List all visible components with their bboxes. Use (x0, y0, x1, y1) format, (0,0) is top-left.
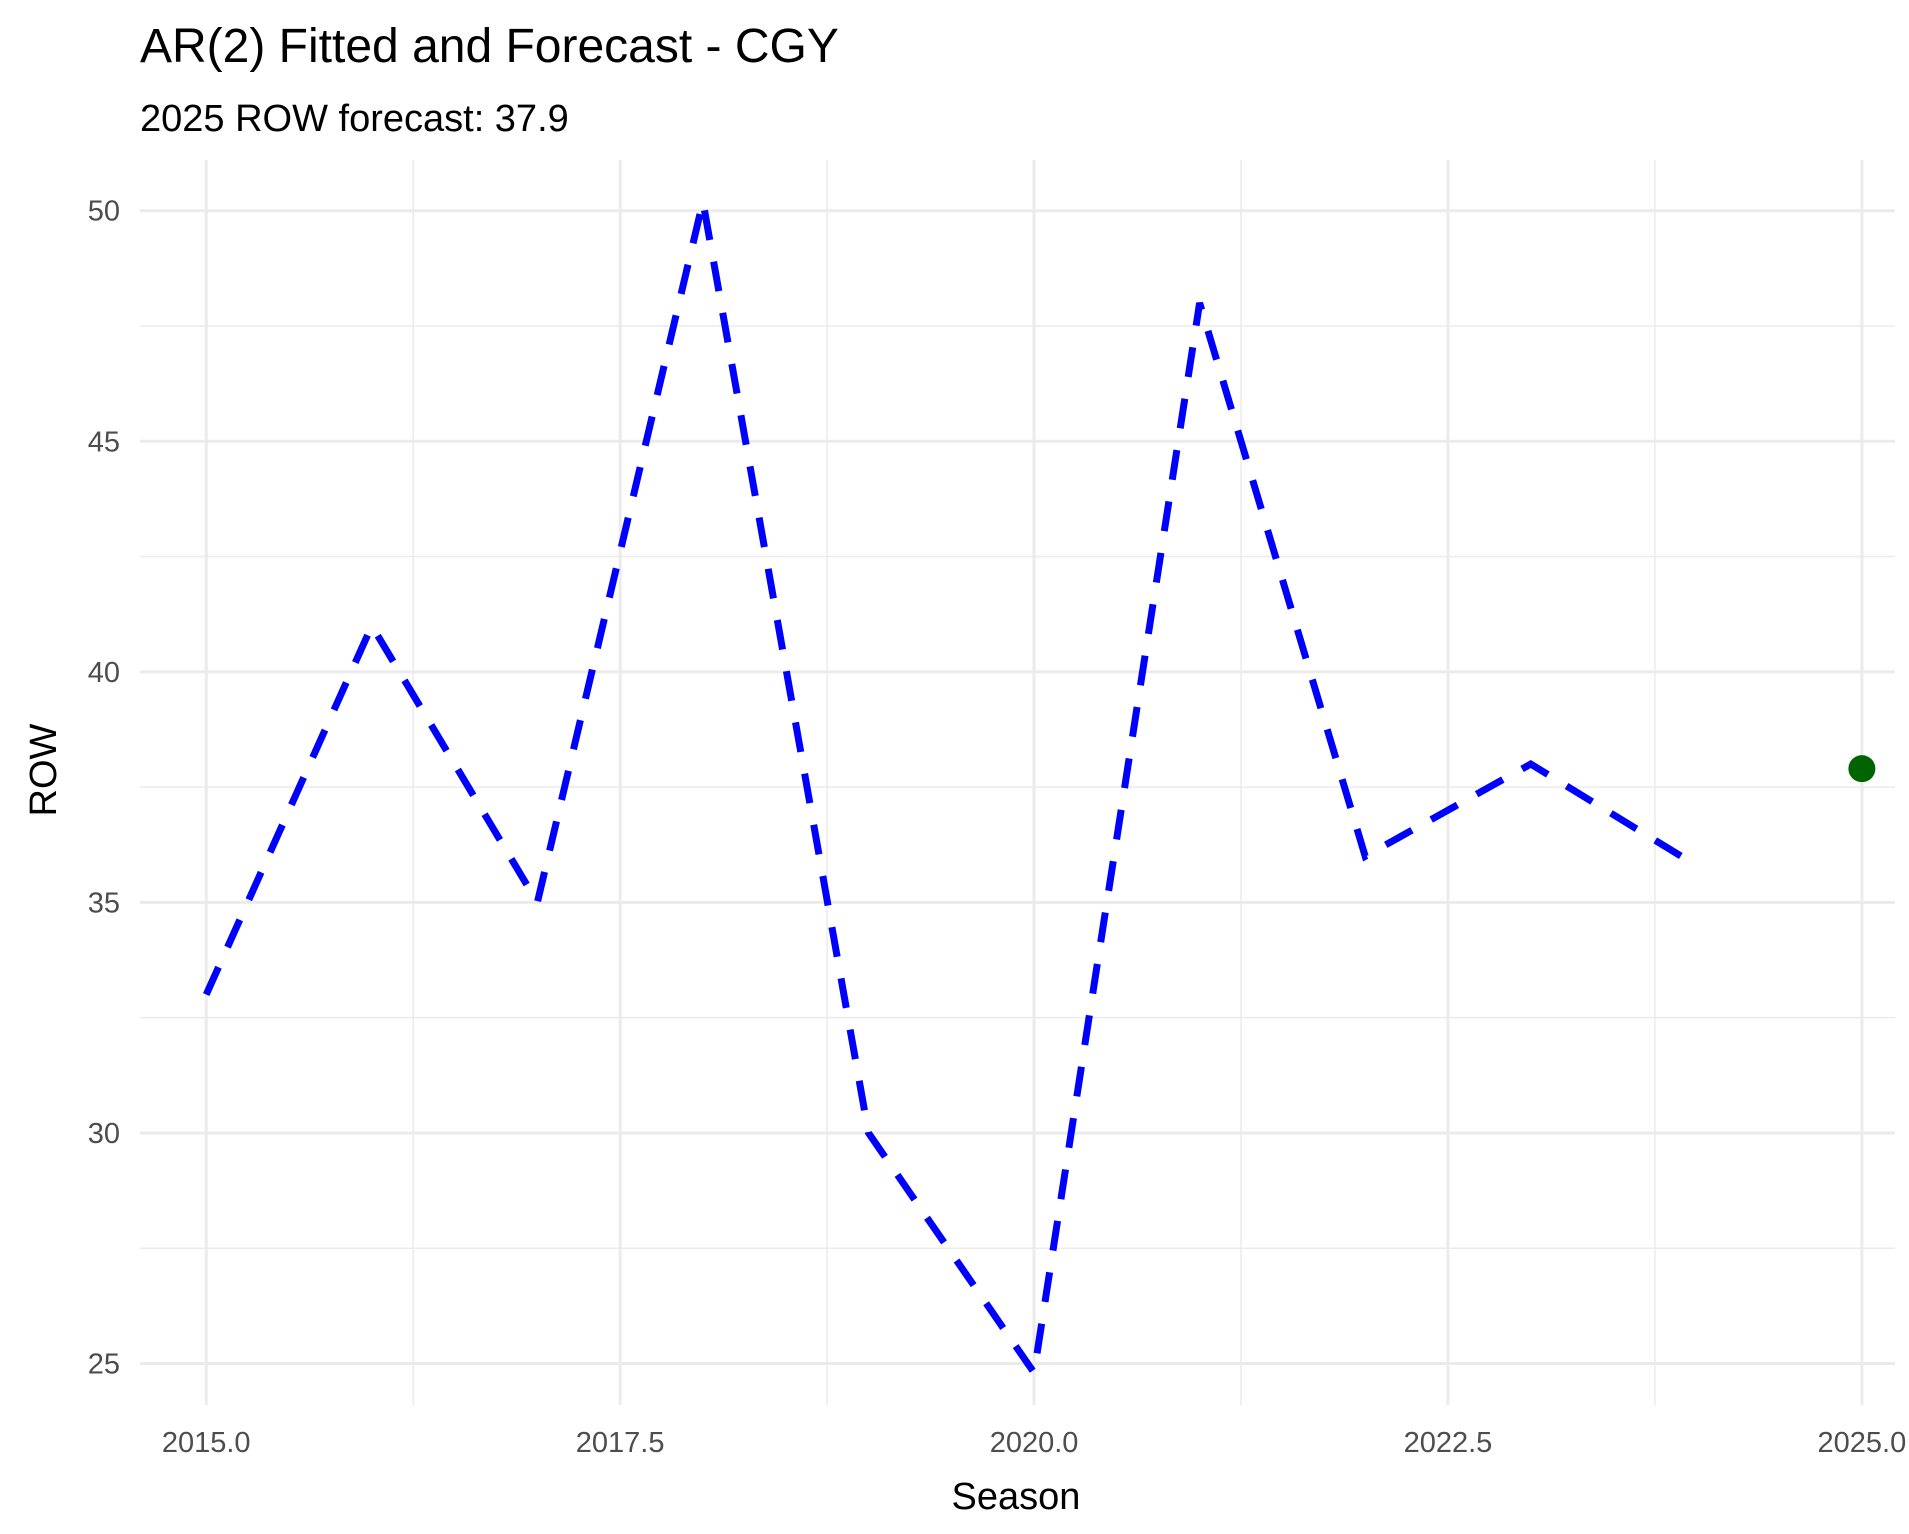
x-axis-tick-labels: 2015.0 2017.5 2020.0 2022.5 2025.0 (162, 1427, 1906, 1459)
y-tick-label: 30 (88, 1118, 120, 1150)
x-tick-label: 2017.5 (576, 1427, 665, 1459)
fitted-series-line (203, 200, 1699, 1382)
y-axis-tick-labels: 25 30 35 40 45 50 (88, 196, 120, 1381)
chart-subtitle: 2025 ROW forecast: 37.9 (140, 98, 569, 140)
y-tick-label: 50 (88, 196, 120, 228)
y-tick-label: 25 (88, 1349, 120, 1381)
y-tick-label: 40 (88, 657, 120, 689)
y-axis-title: ROW (23, 723, 65, 816)
y-tick-label: 45 (88, 426, 120, 458)
x-tick-label: 2022.5 (1404, 1427, 1493, 1459)
y-tick-label: 35 (88, 887, 120, 919)
x-axis-title: Season (952, 1476, 1081, 1518)
chart-title: AR(2) Fitted and Forecast - CGY (140, 20, 839, 73)
x-tick-label: 2020.0 (990, 1427, 1079, 1459)
forecast-point (1848, 755, 1876, 783)
x-tick-label: 2015.0 (162, 1427, 251, 1459)
plot-marks (203, 200, 1876, 1382)
grid (140, 160, 1895, 1405)
x-tick-label: 2025.0 (1818, 1427, 1907, 1459)
